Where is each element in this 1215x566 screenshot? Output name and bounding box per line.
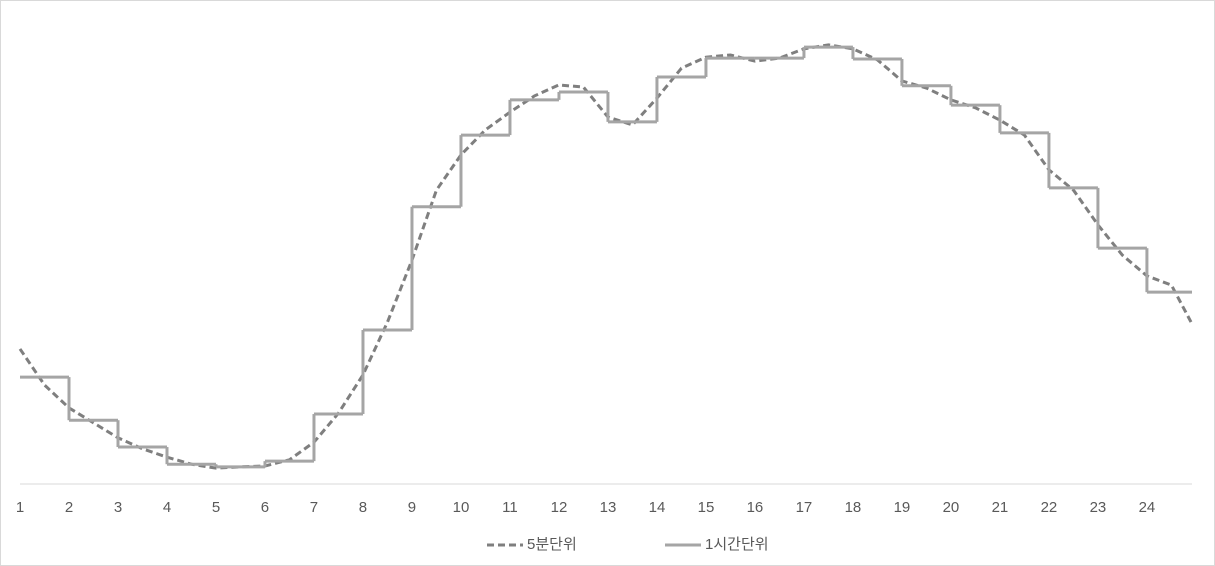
legend-label: 1시간단위	[705, 536, 769, 553]
x-tick-label: 4	[163, 499, 171, 516]
legend-label: 5분단위	[527, 536, 577, 553]
x-tick-label: 6	[261, 499, 269, 516]
x-tick-label: 5	[212, 499, 220, 516]
x-tick-label: 22	[1041, 499, 1058, 516]
x-tick-label: 20	[943, 499, 960, 516]
x-tick-label: 24	[1139, 499, 1156, 516]
x-tick-label: 9	[408, 499, 416, 516]
x-tick-label: 19	[894, 499, 911, 516]
x-tick-label: 3	[114, 499, 122, 516]
x-tick-label: 21	[992, 499, 1009, 516]
x-tick-label: 12	[551, 499, 568, 516]
x-tick-label: 13	[600, 499, 617, 516]
x-tick-label: 8	[359, 499, 367, 516]
x-tick-label: 18	[845, 499, 862, 516]
x-tick-label: 10	[453, 499, 470, 516]
x-tick-label: 15	[698, 499, 715, 516]
x-tick-label: 7	[310, 499, 318, 516]
x-tick-label: 14	[649, 499, 666, 516]
x-tick-label: 2	[65, 499, 73, 516]
x-tick-label: 17	[796, 499, 813, 516]
x-tick-label: 1	[16, 499, 24, 516]
x-tick-label: 16	[747, 499, 764, 516]
x-tick-label: 23	[1090, 499, 1107, 516]
x-tick-label: 11	[502, 499, 518, 516]
